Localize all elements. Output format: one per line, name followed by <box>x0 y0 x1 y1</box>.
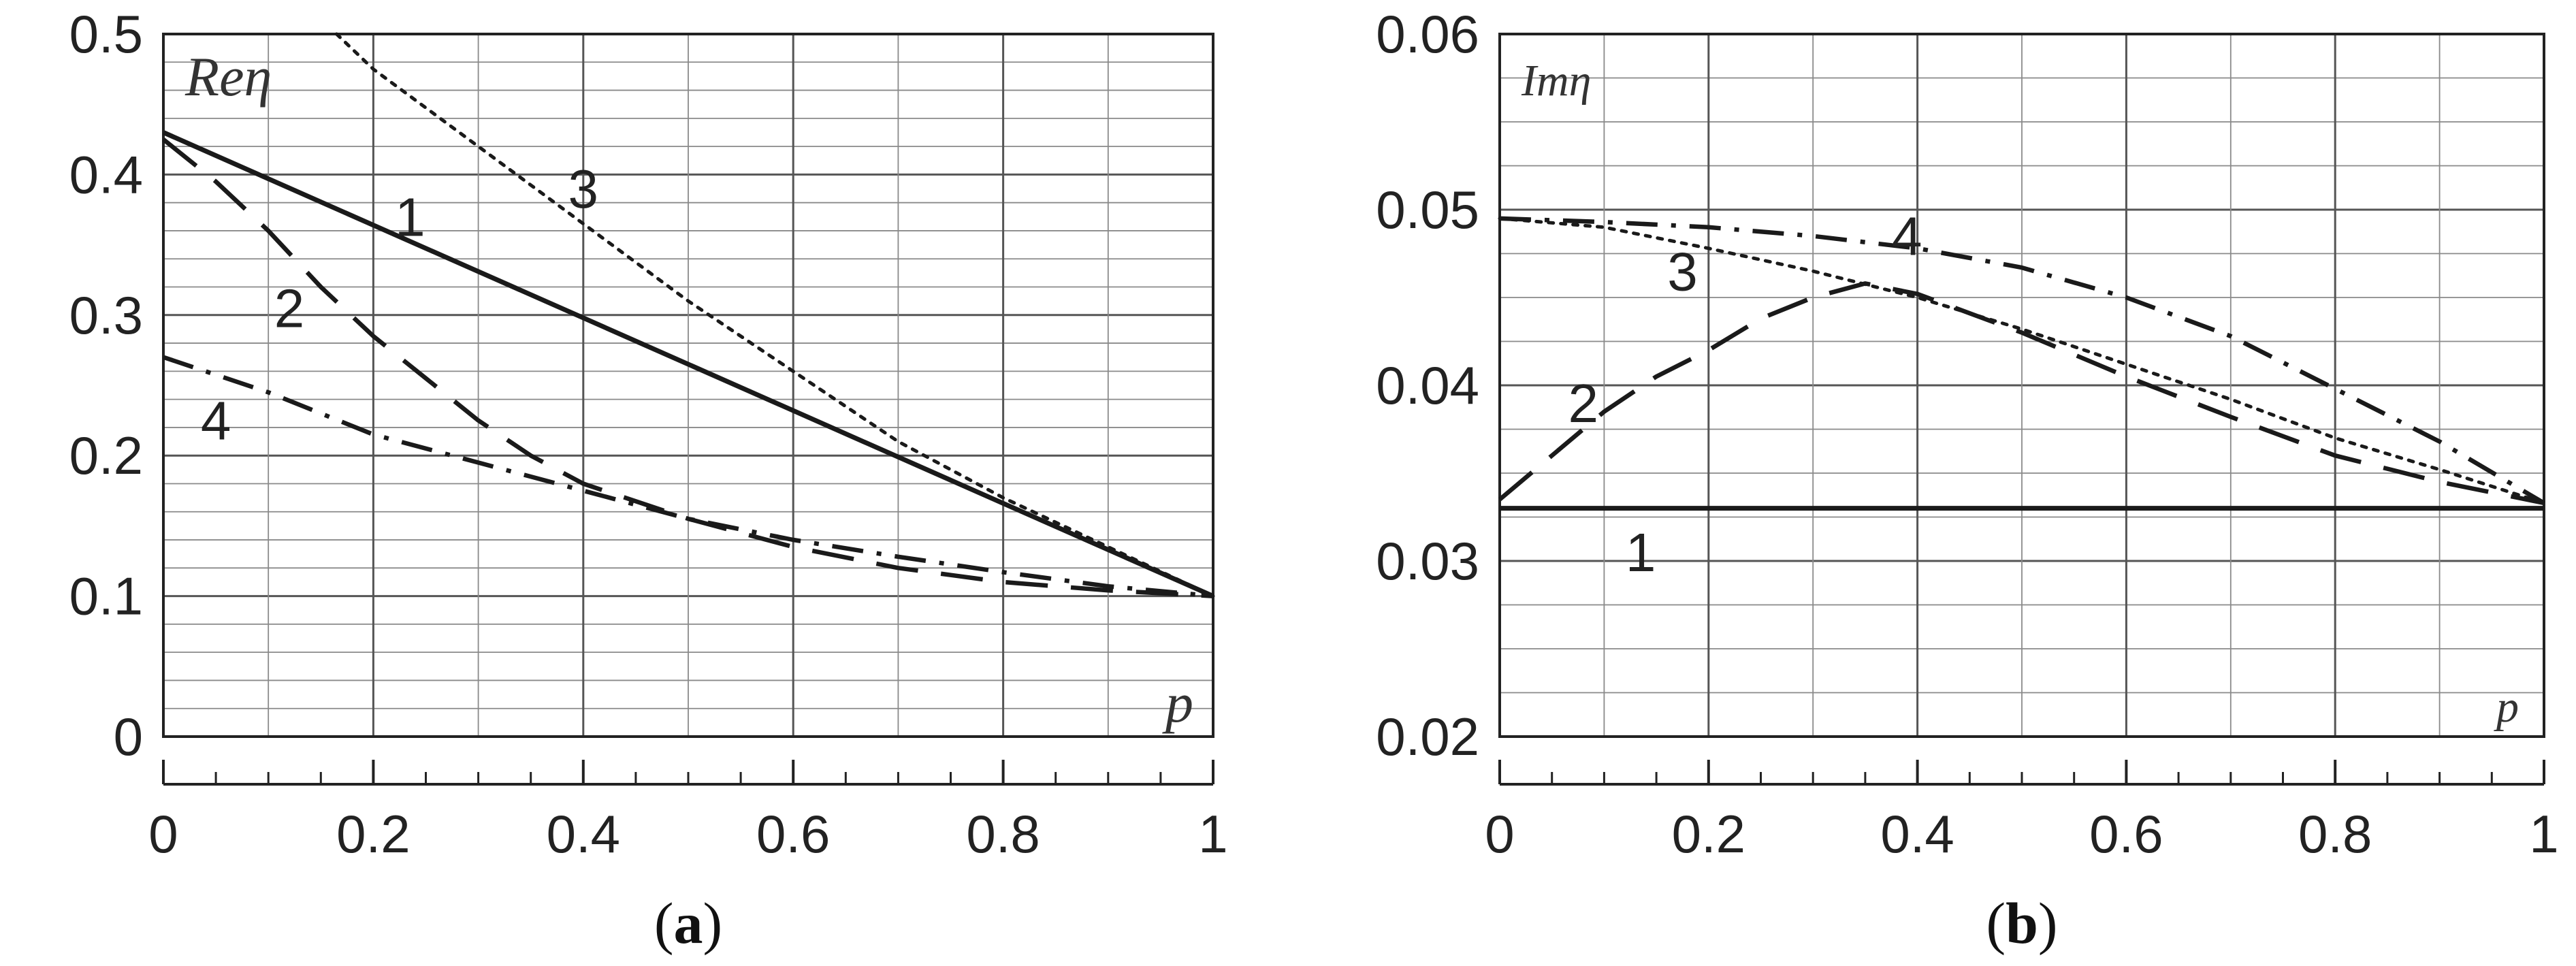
x-tick-label: 0.6 <box>2089 804 2163 864</box>
x-axis: 0 0.2 0.4 0.6 0.8 1 <box>148 760 1228 864</box>
plot-frame <box>162 33 1214 738</box>
series-line-4 <box>1499 216 2545 505</box>
series-line-3 <box>1498 216 2546 505</box>
y-tick-label: 0.06 <box>1376 4 1479 64</box>
y-tick-label: 0.1 <box>69 566 143 626</box>
x-tick-label: 0.2 <box>1672 804 1745 864</box>
chart-panel-a: 0 0.2 0.4 0.6 0.8 1 0 0.1 0.2 0.3 0.4 0.5 Reη p 1 2 3 4 (a… <box>69 4 1228 956</box>
series-label-4: 4 <box>1892 206 1922 267</box>
y-tick-label: 0.3 <box>69 285 143 345</box>
y-axis-label: Imη <box>1521 56 1591 106</box>
x-tick-label: 0.6 <box>756 804 830 864</box>
series-line-4 <box>162 355 1214 598</box>
series-label-3: 3 <box>568 159 599 219</box>
series-line-1 <box>162 130 1214 598</box>
series-label-3: 3 <box>1667 241 1698 302</box>
panel-label: (a) <box>654 890 722 956</box>
y-tick-label: 0.04 <box>1376 355 1479 415</box>
series-group: 1 2 3 4 <box>1498 206 2546 583</box>
y-tick-label: 0.03 <box>1376 531 1479 591</box>
series-group: 1 2 3 4 <box>161 32 1215 598</box>
series-line-3 <box>334 32 1215 598</box>
y-tick-label: 0.02 <box>1376 707 1479 767</box>
y-axis: 0.02 0.03 0.04 0.05 0.06 <box>1376 4 1479 767</box>
x-axis-label: p <box>1162 672 1193 734</box>
y-tick-label: 0.4 <box>69 144 143 204</box>
y-tick-label: 0.05 <box>1376 180 1479 240</box>
y-tick-label: 0.2 <box>69 425 143 485</box>
x-tick-label: 0.4 <box>1880 804 1954 864</box>
x-tick-label: 0.4 <box>547 804 620 864</box>
x-tick-label: 0.2 <box>336 804 410 864</box>
panel-label: (b) <box>1986 890 2057 956</box>
series-label-4: 4 <box>201 391 231 451</box>
y-axis: 0 0.1 0.2 0.3 0.4 0.5 <box>69 4 143 767</box>
chart-panel-b: 0 0.2 0.4 0.6 0.8 1 0.02 0.03 0.04 0.05 0.06 Imη p 1 2… <box>1376 4 2559 956</box>
x-tick-label: 0.8 <box>966 804 1040 864</box>
y-tick-label: 0.5 <box>69 4 143 64</box>
series-label-1: 1 <box>1626 522 1656 583</box>
x-tick-label: 0.8 <box>2298 804 2372 864</box>
x-axis-label: p <box>2494 682 2519 732</box>
series-label-2: 2 <box>274 278 305 338</box>
series-line-2 <box>161 138 1214 598</box>
grid <box>162 33 1214 738</box>
y-tick-label: 0 <box>114 707 143 767</box>
x-tick-label: 1 <box>1198 804 1227 864</box>
series-label-2: 2 <box>1568 373 1598 434</box>
plot-frame <box>1498 33 2545 738</box>
y-axis-label: Reη <box>184 46 272 108</box>
grid <box>1498 33 2545 738</box>
x-tick-label: 0 <box>148 804 178 864</box>
x-tick-label: 1 <box>2529 804 2558 864</box>
series-label-1: 1 <box>395 187 425 247</box>
x-tick-label: 0 <box>1485 804 1514 864</box>
x-axis: 0 0.2 0.4 0.6 0.8 1 <box>1485 760 2559 864</box>
